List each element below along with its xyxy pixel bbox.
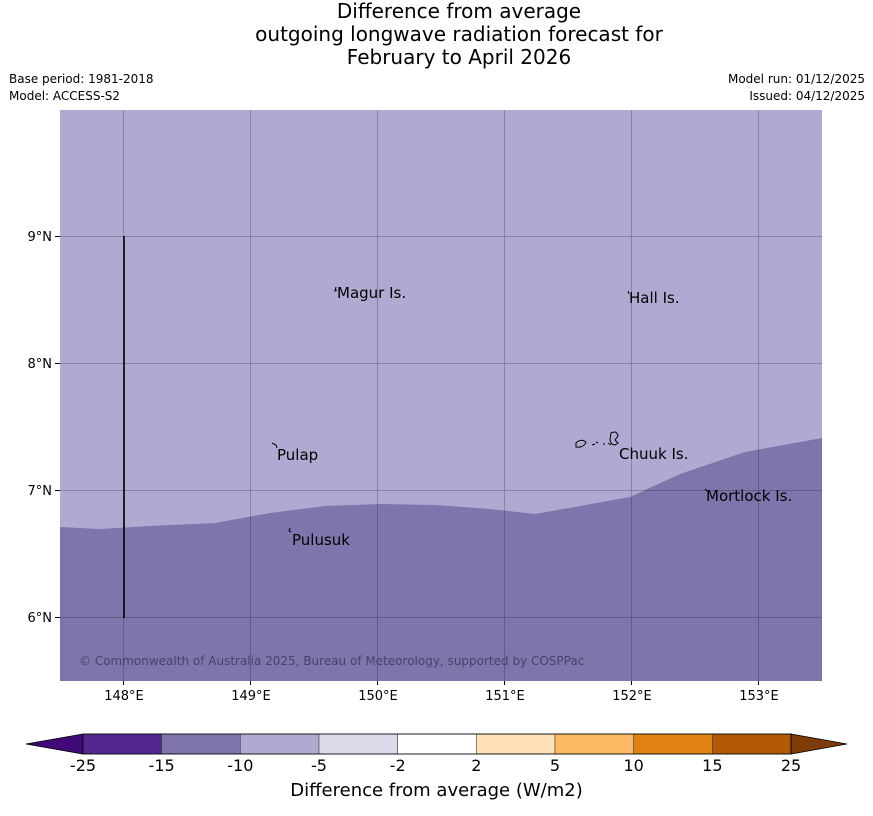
colorbar-title: Difference from average (W/m2) (290, 780, 583, 801)
chart-title: Difference from average outgoing longwav… (0, 0, 873, 69)
colorbar (25, 733, 848, 755)
place-label-chuuk: Chuuk Is. (619, 445, 688, 463)
title-line-1: Difference from average (336, 0, 582, 23)
colorbar-tick-label: 15 (702, 756, 723, 775)
island-hall (627, 290, 630, 295)
colorbar-segment (318, 733, 398, 755)
colorbar-segment (633, 733, 713, 755)
issued-text: Issued: 04/12/2025 (749, 89, 865, 103)
place-labels: Magur Is. Hall Is. Pulap Chuuk Is. Mortl… (277, 284, 792, 549)
title-line-2: outgoing longwave radiation forecast for (255, 22, 663, 46)
colorbar-segment (82, 733, 162, 755)
colorbar-extend-min (25, 733, 84, 755)
lon-label-152: 152°E (612, 689, 652, 704)
colorbar-segment (240, 733, 320, 755)
colorbar-segment (476, 733, 556, 755)
colorbar-tick-label: 5 (549, 756, 561, 775)
base-period-text: Base period: 1981-2018 (9, 72, 154, 86)
axis-ticks (55, 236, 759, 685)
colorbar-tick-label: -25 (69, 756, 97, 775)
model-run-text: Model run: 01/12/2025 (727, 72, 865, 86)
colorbar-tick-label: 25 (780, 756, 802, 775)
title-line-3: February to April 2026 (346, 45, 572, 69)
colorbar-tick-label: 2 (471, 756, 482, 775)
colorbar-tick-label: -5 (311, 756, 327, 775)
colorbar-outline (82, 733, 792, 755)
lon-label-150: 150°E (358, 689, 398, 704)
island-mortlock (704, 488, 708, 492)
lon-label-153: 153°E (739, 689, 779, 704)
lon-tick-labels: 148°E 149°E 150°E 151°E 152°E 153°E (104, 689, 779, 704)
island-outlines (271, 286, 708, 533)
place-label-pulap: Pulap (277, 446, 318, 464)
colorbar-segment (554, 733, 634, 755)
colorbar-segment (397, 733, 477, 755)
colorbar-tick-label: -10 (227, 756, 254, 775)
place-label-mortlock: Mortlock Is. (706, 487, 792, 505)
place-label-hall: Hall Is. (629, 289, 680, 307)
anomaly-region-lower (60, 438, 822, 681)
island-pulap (271, 442, 278, 449)
colorbar-tick-label: -2 (389, 756, 406, 775)
colorbar-tick-label: 10 (623, 756, 644, 775)
meta-right: Model run: 01/12/2025 Issued: 04/12/2025 (728, 71, 865, 105)
island-pulusuk (288, 527, 292, 533)
lon-label-149: 149°E (231, 689, 271, 704)
lat-label-8: 8°N (28, 357, 53, 372)
model-text: Model: ACCESS-S2 (9, 89, 121, 103)
lat-label-6: 6°N (28, 611, 53, 626)
copyright-text: © Commonwealth of Australia 2025, Bureau… (79, 654, 584, 668)
island-chuuk-lagoon (575, 431, 619, 448)
lon-label-151: 151°E (485, 689, 525, 704)
place-label-pulusuk: Pulusuk (292, 531, 350, 549)
colorbar-segment (161, 733, 241, 755)
colorbar-extend-max (790, 733, 848, 755)
meta-left: Base period: 1981-2018 Model: ACCESS-S2 (9, 71, 154, 105)
island-magur (334, 286, 338, 292)
lat-tick-labels: 9°N 8°N 7°N 6°N (28, 230, 53, 626)
colorbar-tick-label: -15 (148, 756, 175, 775)
lat-label-9: 9°N (28, 230, 53, 245)
lon-label-148: 148°E (104, 689, 144, 704)
lat-label-7: 7°N (28, 484, 53, 499)
place-label-magur: Magur Is. (337, 284, 406, 302)
colorbar-segment (712, 733, 792, 755)
